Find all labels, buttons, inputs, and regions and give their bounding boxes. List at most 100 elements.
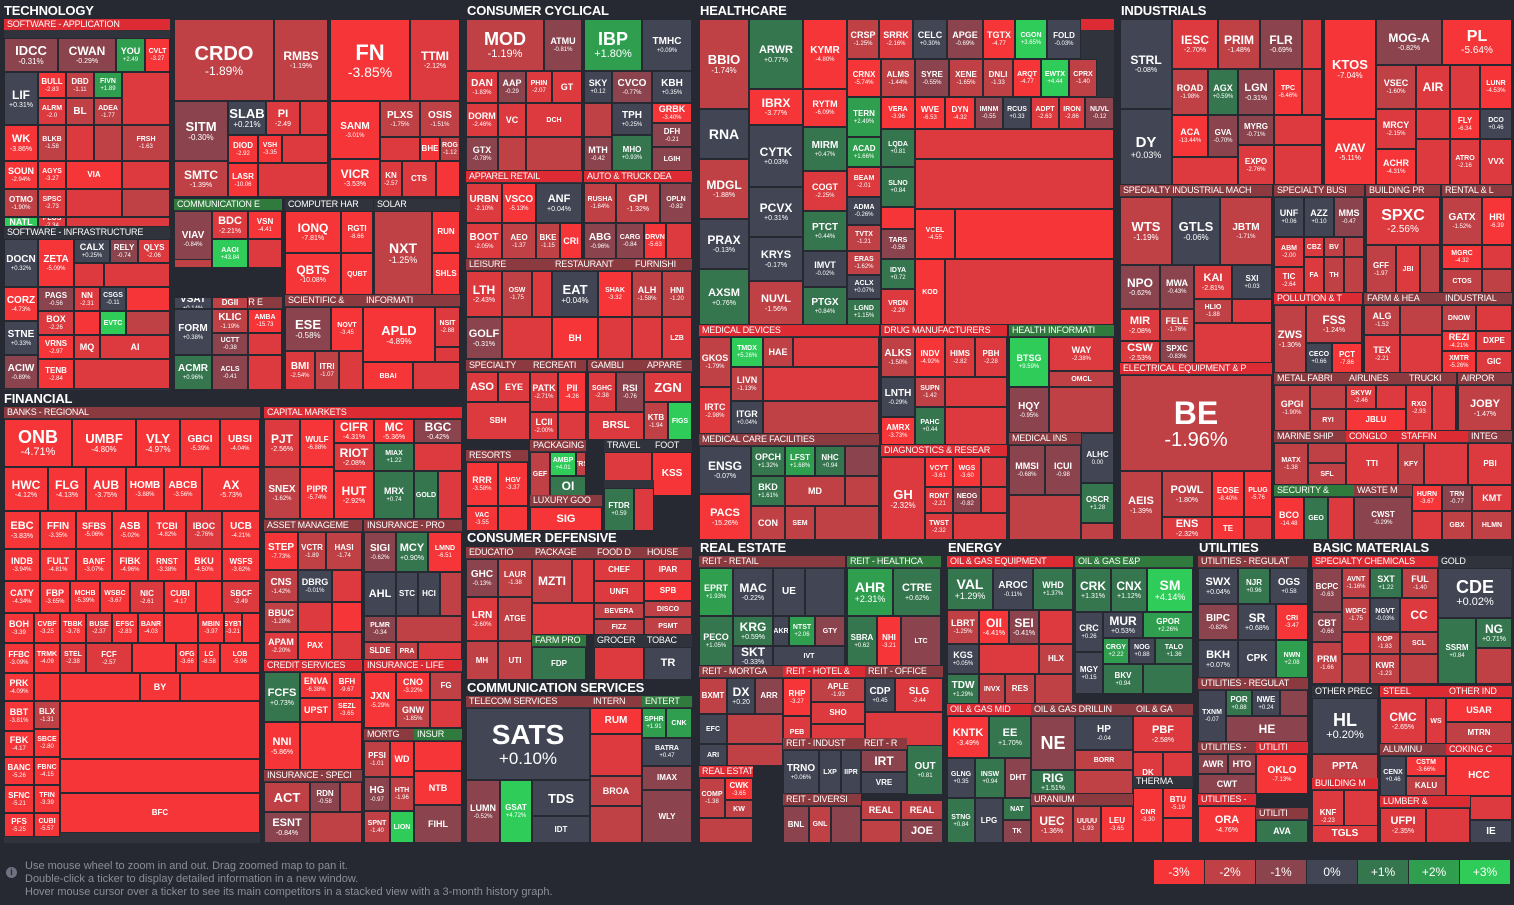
ticker-npo[interactable]: NPO -0.62% [1120,265,1160,309]
ticker-cell[interactable] [915,129,1114,159]
ticker-snex[interactable]: SNEX -1.62% [264,467,300,519]
ticker-axsm[interactable]: AXSM +0.76% [699,269,749,325]
ticker-qbts[interactable]: QBTS -10.08% [285,253,341,295]
ticker-cell[interactable] [60,673,140,701]
ticker-ktos[interactable]: KTOS -7.04% [1324,19,1376,119]
industry-title[interactable]: PACKAGE [532,547,594,558]
ticker-sigi[interactable]: SIGI -0.62% [364,532,396,572]
ticker-tars[interactable]: TARS -0.58 [881,229,915,259]
industry-title[interactable]: REIT - OFFICE [865,666,943,677]
ticker-abcb[interactable]: ABCB -3.56% [164,467,202,511]
ticker-pahc[interactable]: PAHC +0.44 [915,407,945,445]
ticker-opln[interactable]: OPLN -0.82 [660,183,692,223]
ticker-syre[interactable]: SYRE -0.55% [915,59,949,97]
ticker-slno[interactable]: SLNO +0.84 [881,167,915,207]
industry-title[interactable]: INTEG [1468,431,1512,442]
ticker-kntk[interactable]: KNTK -3.49% [947,716,989,758]
ticker-sxt[interactable]: SXT +1.22 [1370,568,1402,598]
ticker-indv[interactable]: INDV -4.92% [915,337,945,377]
ticker-cell[interactable] [1400,305,1442,335]
sector-title-real-estate[interactable]: REAL ESTATE [700,540,786,555]
ticker-cpk[interactable]: CPK [1238,640,1276,678]
ticker-vac[interactable]: VAC -3.55 [466,506,498,531]
industry-title[interactable]: CAPITAL MARKETS [264,407,462,418]
ticker-cell[interactable] [1280,690,1308,716]
ticker-jblu[interactable]: JBLU [1346,409,1406,431]
ticker-cell[interactable] [248,355,282,390]
ticker-gpi[interactable]: GPI -1.32% [616,183,660,223]
ticker-atro[interactable]: ATRO -2.16 [1450,139,1480,185]
ticker-cell[interactable] [1424,443,1468,485]
ticker-cell[interactable] [590,806,642,843]
ticker-cell[interactable] [440,572,462,616]
industry-title[interactable]: STEEL [1380,686,1446,697]
industry-title[interactable]: BUILDING M [1312,778,1378,789]
ticker-cell[interactable] [74,359,170,389]
ticker-wk[interactable]: WK -3.86% [4,125,38,161]
ticker-cell[interactable] [413,362,460,390]
ticker-bcpc[interactable]: BCPC -0.63 [1312,568,1342,612]
ticker-sxi[interactable]: SXI +0.03 [1232,265,1272,299]
ticker-acls[interactable]: ACLS -0.41 [212,355,248,390]
ticker-plus[interactable]: PLUS -2.34 [38,217,66,227]
ticker-mirm[interactable]: MIRM +0.47% [803,127,847,171]
ticker-cell[interactable] [94,125,122,161]
ticker-indb[interactable]: INDB -3.94% [4,549,40,581]
ticker-tti[interactable]: TTI [1346,443,1398,485]
ticker-wts[interactable]: WTS -1.19% [1120,197,1172,265]
ticker-imnm[interactable]: IMNM -0.55 [975,97,1003,129]
ticker-kfy[interactable]: KFY [1398,443,1424,485]
ticker-eat[interactable]: EAT +0.04% [552,271,598,317]
ticker-real[interactable]: REAL [861,800,901,820]
ticker-neog[interactable]: NEOG -0.82 [953,487,981,513]
ticker-aub[interactable]: AUB -3.75% [86,467,126,511]
ticker-fbk[interactable]: FBK -4.17 [4,731,34,757]
ticker-cnk[interactable]: CNK [666,708,692,738]
ticker-onb[interactable]: ONB -4.71% [4,419,72,467]
ticker-uctt[interactable]: UCTT -0.38 [212,333,248,355]
ticker-cell[interactable] [1009,495,1081,540]
ticker-fele[interactable]: FELE -1.76% [1160,309,1194,341]
ticker-cbz[interactable]: CBZ [1304,237,1324,257]
ticker-ese[interactable]: ESE -0.58% [285,307,331,351]
ticker-ora[interactable]: ORA -4.76% [1198,806,1256,843]
ticker-aclx[interactable]: ACLX +0.07% [847,275,881,299]
ticker-trs[interactable]: TRS [576,452,586,476]
ticker-bku[interactable]: BKU -4.50% [186,549,222,581]
industry-title[interactable]: APPAREL RETAIL [466,171,582,182]
ticker-sybt[interactable]: SYBT -3.21 [224,613,242,643]
industry-title[interactable]: MORTG [364,729,414,740]
ticker-cell[interactable] [1075,770,1133,794]
ticker-kai[interactable]: KAI -2.81% [1194,265,1232,299]
ticker-cell[interactable] [558,412,586,440]
ticker-cell[interactable] [815,506,879,540]
ticker-carg[interactable]: CARG -0.84 [616,223,644,259]
ticker-ibrx[interactable]: IBRX -3.77% [749,89,803,125]
ticker-livn[interactable]: LIVN -1.13% [731,367,763,401]
ticker-wulf[interactable]: WULF -6.88% [300,419,334,467]
ticker-vvx[interactable]: VVX [1480,139,1512,185]
industry-title[interactable]: GAMBLI [588,360,644,371]
ticker-form[interactable]: FORM +0.38% [174,309,212,355]
ticker-leu[interactable]: LEU -3.65 [1101,806,1133,843]
ticker-prm[interactable]: PRM -1.66 [1312,642,1342,684]
ticker-zgn[interactable]: ZGN [644,372,692,402]
ticker-te[interactable]: TE [1212,517,1244,540]
ticker-cell[interactable] [1274,145,1322,185]
ticker-bh[interactable]: BH [552,317,598,359]
ticker-esnt[interactable]: ESNT -0.84% [264,812,310,843]
ticker-amba[interactable]: AMBA -15.73 [248,309,282,333]
ticker-wd[interactable]: WD [390,741,414,777]
ticker-cell[interactable] [915,159,1114,209]
ticker-ntb[interactable]: NTB [414,771,462,805]
ticker-cell[interactable] [180,673,260,701]
ticker-tmdx[interactable]: TMDX +5.26% [731,337,763,367]
ticker-sfbs[interactable]: SFBS -5.06% [76,511,112,549]
ticker-qlys[interactable]: QLYS -2.06 [138,239,170,263]
ticker-btsg[interactable]: BTSG +9.59% [1009,337,1049,387]
ticker-cell[interactable] [414,741,462,771]
ticker-mog-a[interactable]: MOG-A -0.82% [1376,19,1442,65]
ticker-urbn[interactable]: URBN -2.10% [466,183,502,223]
ticker-arr[interactable]: ARR [755,678,783,714]
ticker-bevera[interactable]: BEVERA [594,603,644,619]
